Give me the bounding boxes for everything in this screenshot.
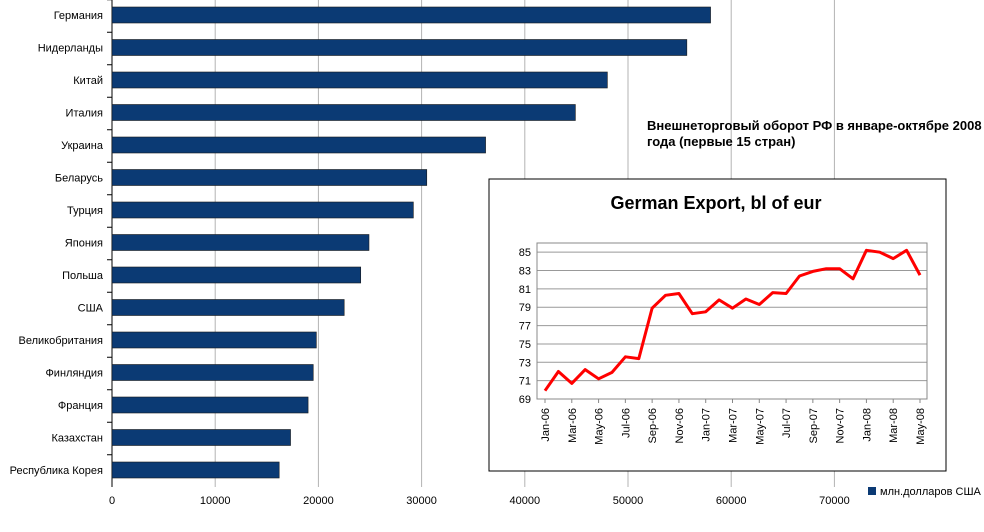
bar bbox=[111, 136, 486, 154]
inset-x-tick-label: Sep-06 bbox=[647, 408, 659, 443]
category-label: США bbox=[78, 303, 104, 315]
category-label: Германия bbox=[54, 10, 103, 22]
inset-y-tick-label: 83 bbox=[519, 266, 531, 278]
inset-x-tick-label: Nov-07 bbox=[835, 408, 847, 443]
bar-chart-title-line-1: Внешнеторговый оборот РФ в январе-октябр… bbox=[647, 118, 982, 133]
bar bbox=[111, 461, 280, 479]
x-tick-label: 70000 bbox=[819, 495, 850, 507]
bar bbox=[111, 169, 428, 186]
bar bbox=[111, 396, 309, 414]
bar bbox=[111, 299, 345, 316]
inset-chart-x-tick-labels: Jan-06 Mar-06 May-06 Jul-06 Sep-06 Nov-06 Jan-… bbox=[540, 399, 927, 445]
inset-y-tick-label: 69 bbox=[519, 394, 531, 406]
category-label: Украина bbox=[61, 140, 104, 152]
category-label: Италия bbox=[66, 108, 104, 120]
category-label: Беларусь bbox=[55, 173, 103, 185]
inset-x-tick-label: Jan-07 bbox=[701, 408, 713, 442]
bar-chart-legend: млн.долларов США bbox=[868, 486, 982, 498]
x-tick-label: 50000 bbox=[613, 495, 644, 507]
bar bbox=[111, 266, 362, 284]
bar bbox=[111, 6, 711, 24]
bar bbox=[111, 331, 317, 349]
x-tick-label: 20000 bbox=[303, 495, 334, 507]
inset-x-tick-label: Sep-07 bbox=[808, 408, 820, 443]
inset-chart-frame bbox=[488, 178, 947, 472]
x-tick-label: 30000 bbox=[406, 495, 437, 507]
bar-chart-category-labels: Германия Нидерланды Китай Италия Украина Бела… bbox=[10, 0, 112, 477]
inset-y-tick-label: 77 bbox=[519, 321, 531, 333]
category-label: Франция bbox=[58, 400, 103, 412]
inset-x-tick-label: May-06 bbox=[594, 408, 606, 445]
inset-chart-y-tick-labels: 69 71 73 75 77 79 81 83 85 bbox=[519, 247, 531, 406]
category-label: Республика Корея bbox=[10, 465, 103, 477]
x-tick-label: 40000 bbox=[510, 495, 541, 507]
bar bbox=[111, 234, 370, 251]
category-label: Финляндия bbox=[45, 368, 103, 380]
inset-x-tick-label: Jan-06 bbox=[540, 408, 552, 442]
inset-x-tick-label: Jan-08 bbox=[861, 408, 873, 442]
bar bbox=[111, 39, 688, 56]
bar bbox=[111, 71, 608, 89]
bar-chart-title-line-2: года (первые 15 стран) bbox=[647, 134, 795, 149]
inset-y-tick-label: 85 bbox=[519, 247, 531, 259]
bar-chart-bars bbox=[111, 6, 711, 479]
inset-y-tick-label: 75 bbox=[519, 339, 531, 351]
bar bbox=[111, 429, 291, 446]
bar bbox=[111, 201, 414, 219]
category-label: Япония bbox=[65, 238, 103, 250]
bar-chart-title: Внешнеторговый оборот РФ в январе-октябр… bbox=[647, 118, 982, 149]
german-export-inset-chart: German Export, bl of eur 69 71 73 75 77 79 81 8… bbox=[488, 178, 947, 472]
inset-x-tick-label: Mar-07 bbox=[728, 408, 740, 443]
bar-chart-x-tick-labels: 0 10000 20000 30000 40000 50000 60000 70000 bbox=[109, 495, 850, 507]
inset-x-tick-label: Mar-06 bbox=[567, 408, 579, 443]
inset-y-tick-label: 71 bbox=[519, 376, 531, 388]
inset-x-tick-label: May-07 bbox=[754, 408, 766, 445]
inset-x-tick-label: Mar-08 bbox=[888, 408, 900, 443]
inset-x-tick-label: Jul-07 bbox=[781, 408, 793, 438]
category-label: Китай bbox=[73, 75, 103, 87]
x-tick-label: 10000 bbox=[200, 495, 231, 507]
inset-y-tick-label: 79 bbox=[519, 302, 531, 314]
legend-swatch bbox=[868, 487, 876, 495]
category-label: Нидерланды bbox=[38, 43, 103, 55]
inset-y-tick-label: 81 bbox=[519, 284, 531, 296]
inset-x-tick-label: Jul-06 bbox=[620, 408, 632, 438]
inset-y-tick-label: 73 bbox=[519, 357, 531, 369]
category-label: Великобритания bbox=[19, 335, 104, 347]
bar bbox=[111, 104, 576, 121]
inset-x-tick-label: Nov-06 bbox=[674, 408, 686, 443]
category-label: Турция bbox=[67, 205, 103, 217]
x-tick-label: 60000 bbox=[716, 495, 747, 507]
legend-label: млн.долларов США bbox=[880, 486, 982, 498]
x-tick-label: 0 bbox=[109, 495, 115, 507]
inset-chart-series-line bbox=[543, 248, 922, 392]
inset-chart-title: German Export, bl of eur bbox=[610, 193, 821, 213]
bar bbox=[111, 364, 314, 381]
category-label: Казахстан bbox=[51, 433, 103, 445]
inset-x-tick-label: May-08 bbox=[915, 408, 927, 445]
category-label: Польша bbox=[62, 270, 104, 282]
